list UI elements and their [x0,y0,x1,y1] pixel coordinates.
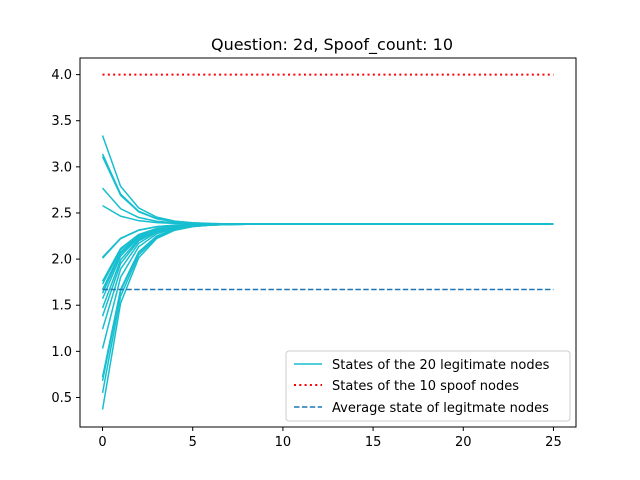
legend-label-legit: States of the 20 legitimate nodes [332,358,550,373]
x-axis: 0 5 10 15 20 25 [98,427,562,450]
series-layer [101,73,554,410]
y-tick-label: 3.0 [51,160,72,175]
chart-title: Question: 2d, Spoof_count: 10 [211,35,453,55]
legend: States of the 20 legitimate nodes States… [285,350,571,422]
y-tick-label: 0.5 [51,391,72,406]
x-tick-label: 10 [275,435,292,450]
x-tick-label: 15 [365,435,382,450]
y-tick-label: 4.0 [51,68,72,83]
y-tick-label: 2.0 [51,253,72,268]
y-tick-label: 1.0 [51,345,72,360]
y-tick-label: 2.5 [51,206,72,221]
y-axis: 0.5 1.0 1.5 2.0 2.5 3.0 3.5 4.0 [51,68,80,406]
plot-area-frame [79,57,577,428]
y-tick-label: 3.5 [51,114,72,129]
x-tick-label: 20 [455,435,472,450]
legit-node-line [101,223,554,410]
legend-label-spoof: States of the 10 spoof nodes [332,379,519,394]
x-tick-label: 5 [189,435,197,450]
x-tick-label: 25 [545,435,562,450]
x-tick-label: 0 [98,435,106,450]
legend-label-average: Average state of legitmate nodes [332,401,549,416]
y-tick-label: 1.5 [51,299,72,314]
legend-box [285,350,571,422]
